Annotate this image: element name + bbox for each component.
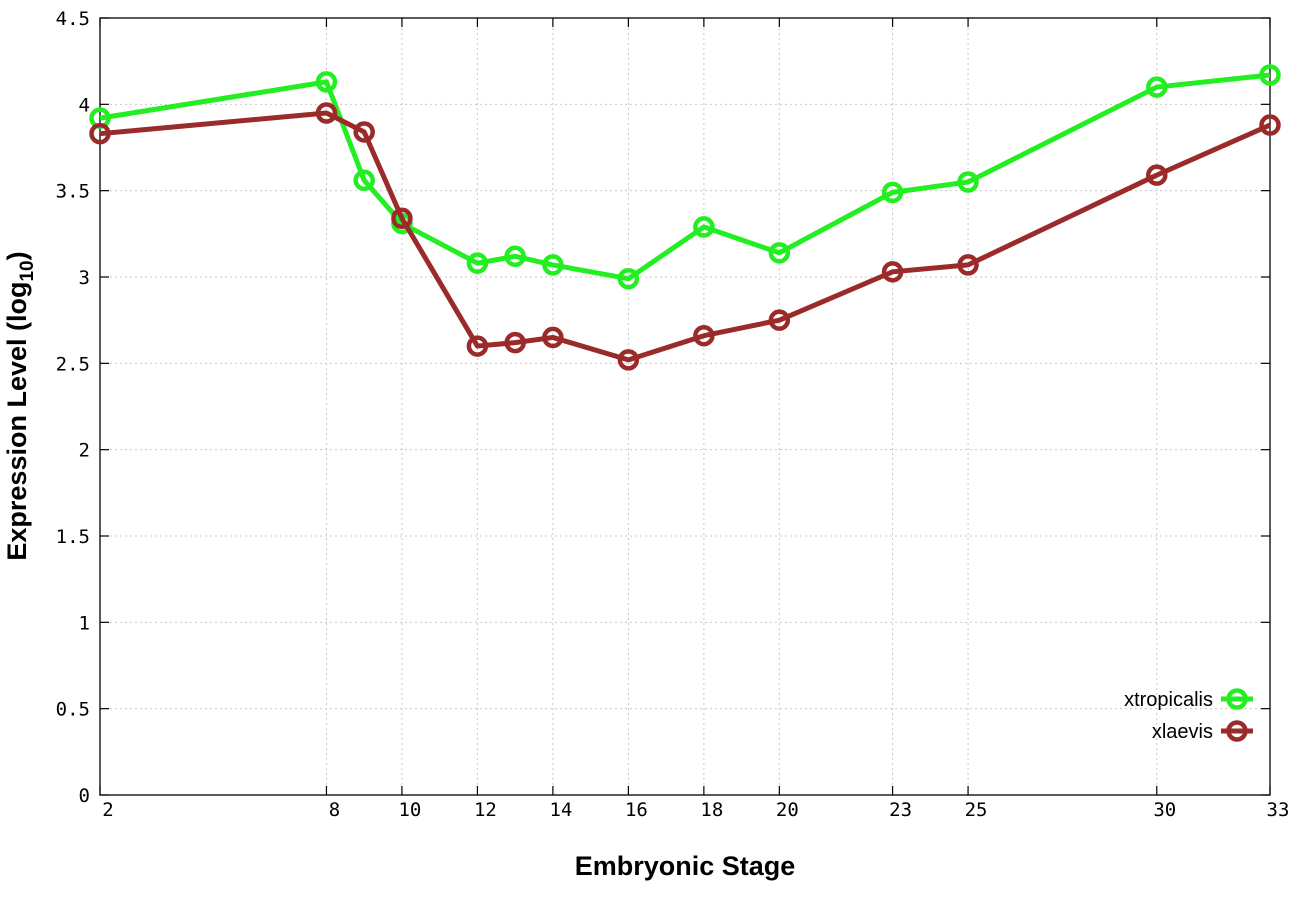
data-point xyxy=(1259,64,1281,86)
data-point xyxy=(617,267,640,290)
legend: xtropicalis xlaevis xyxy=(1124,688,1253,743)
legend-swatch-marker xyxy=(1226,720,1248,742)
data-point xyxy=(957,171,979,193)
data-point xyxy=(542,326,564,349)
x-tick-label: 16 xyxy=(625,799,648,821)
x-tick-label: 8 xyxy=(329,799,340,821)
data-point xyxy=(315,71,338,93)
data-point xyxy=(617,349,640,371)
x-tick-label: 30 xyxy=(1153,799,1176,821)
y-tick-label: 0 xyxy=(79,785,90,807)
data-point xyxy=(881,261,904,283)
axis-ticks: 2 8 10 12 14 16 18 20 23 25 30 33 0 0.5 1 1.5 2 2.5 3 3.5 4 4… xyxy=(56,8,1290,821)
x-tick-label: 18 xyxy=(700,799,723,821)
data-point xyxy=(1146,76,1168,98)
series-xtropicalis xyxy=(89,64,1281,290)
data-point xyxy=(1146,164,1168,186)
data-point xyxy=(693,216,715,238)
y-tick-label: 4 xyxy=(79,94,90,116)
plot-frame xyxy=(99,17,1271,796)
data-point xyxy=(353,121,375,143)
y-axis-title-subscript: 10 xyxy=(17,260,38,281)
y-tick-label: 3 xyxy=(79,267,90,289)
data-point xyxy=(542,254,564,276)
y-tick-label: 4.5 xyxy=(56,8,90,30)
legend-label: xtropicalis xyxy=(1124,689,1213,711)
data-point xyxy=(466,252,489,274)
x-tick-label: 2 xyxy=(102,799,113,821)
data-point xyxy=(89,122,111,145)
x-tick-label: 10 xyxy=(398,799,421,821)
y-tick-label: 1 xyxy=(79,612,90,634)
data-point xyxy=(1259,114,1281,136)
x-tick-label: 12 xyxy=(474,799,497,821)
y-axis-title-close: ) xyxy=(2,251,32,260)
data-series xyxy=(89,64,1281,371)
y-axis-title-main: Expression Level (log xyxy=(2,282,32,561)
x-tick-label: 20 xyxy=(776,799,799,821)
data-point xyxy=(768,242,791,264)
y-tick-label: 1.5 xyxy=(56,526,90,548)
y-axis-title: Expression Level (log10) xyxy=(2,251,38,560)
y-tick-label: 3.5 xyxy=(56,181,90,203)
legend-swatch-marker xyxy=(1226,688,1248,710)
series-line xyxy=(99,110,1272,363)
data-point xyxy=(693,324,715,347)
data-point xyxy=(768,309,791,331)
x-tick-label: 25 xyxy=(965,799,988,821)
y-tick-label: 2 xyxy=(79,440,90,462)
data-point xyxy=(353,169,375,192)
x-axis-title: Embryonic Stage xyxy=(575,851,796,881)
data-point xyxy=(391,207,413,230)
y-tick-label: 2.5 xyxy=(56,353,90,375)
data-point xyxy=(466,335,489,357)
series-line xyxy=(99,72,1271,282)
data-point xyxy=(315,102,338,124)
x-tick-label: 33 xyxy=(1267,799,1290,821)
x-tick-label: 23 xyxy=(889,799,912,821)
data-point xyxy=(957,254,979,276)
data-point xyxy=(504,331,526,354)
data-point xyxy=(504,245,526,268)
y-tick-label: 0.5 xyxy=(56,699,90,721)
series-xlaevis xyxy=(89,102,1281,371)
grid xyxy=(100,18,1270,795)
x-tick-label: 14 xyxy=(549,799,572,821)
data-point xyxy=(881,181,904,204)
legend-label: xlaevis xyxy=(1152,721,1213,743)
